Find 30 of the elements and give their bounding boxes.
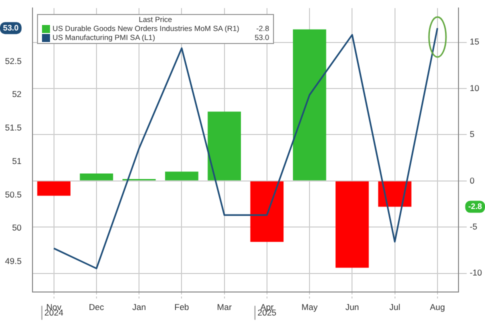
y2-tick-label: 15 [470,36,480,47]
y2-tick-label: -10 [470,268,482,278]
bar [37,181,70,196]
x-tick-label: Dec [88,302,105,312]
x-tick-label: Jul [389,302,400,312]
y-tick-label: 51 [12,156,22,166]
x-tick-label: Feb [174,302,190,312]
bar [250,181,284,242]
text: -2.8 [468,202,482,211]
x-tick-label: Jan [132,302,146,312]
bar [165,172,198,180]
y-tick-label: 52 [12,89,22,100]
text: 53.0 [2,23,19,32]
y2-tick-label: 10 [470,82,480,93]
bar [336,181,369,268]
x-tick-label: Mar [217,302,232,312]
y2-tick-label: -5 [470,221,478,232]
x-tick-label: Aug [430,302,446,312]
y-tick-label: 51.5 [4,122,22,133]
x-tick-label: Jun [345,302,360,312]
y-tick-label: 50.5 [4,189,22,200]
y-tick-label: 52.5 [4,56,22,66]
y2-tick-label: 0 [470,175,475,186]
bar [292,29,326,180]
y-tick-label: 49.5 [4,256,22,266]
bar [208,112,241,180]
x-tick-label: May [302,302,318,312]
y2-tick-label: 5 [470,129,475,140]
bar [80,174,114,180]
y-tick-label: 50 [12,222,22,233]
